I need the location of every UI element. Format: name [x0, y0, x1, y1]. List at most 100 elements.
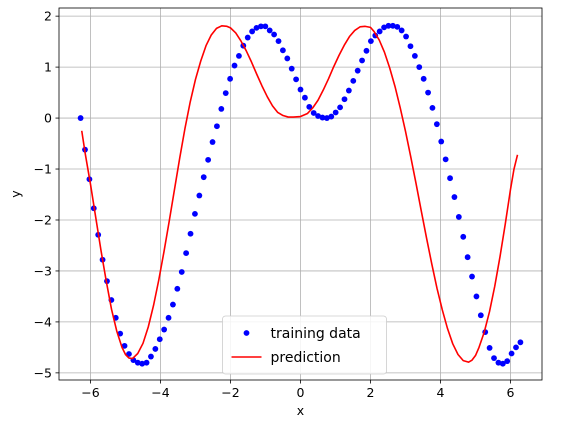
training-data-point — [134, 359, 141, 366]
training-data-point — [214, 123, 220, 130]
training-data-point — [143, 359, 150, 366]
y-tick-label: 2 — [44, 9, 52, 24]
training-data-point — [174, 285, 181, 292]
training-data-point — [345, 87, 352, 94]
training-data-point — [389, 22, 396, 29]
training-data-point — [258, 23, 264, 30]
training-data-point — [328, 113, 335, 120]
x-tick-label: −2 — [221, 385, 239, 400]
training-data-point — [433, 121, 440, 128]
training-data-point — [192, 210, 198, 217]
training-data-point — [350, 77, 357, 84]
training-data-point — [367, 38, 374, 45]
prediction-line — [80, 25, 519, 363]
training-data-point — [249, 28, 256, 35]
training-data-point — [222, 90, 229, 97]
training-data-point — [187, 230, 194, 237]
training-data-point — [315, 113, 322, 119]
training-data-point — [363, 47, 370, 54]
training-data-point — [517, 339, 524, 346]
x-axis-label: x — [297, 403, 304, 418]
training-data-point — [504, 358, 511, 365]
training-data-point — [275, 38, 282, 45]
training-data-point — [513, 344, 519, 351]
training-data-point — [486, 344, 493, 351]
training-data-point — [279, 47, 286, 54]
ticks: −6 −4 −2 0 2 4 6 −5 −4 −3 −2 −1 0 1 2 — [34, 9, 515, 400]
training-data-point — [148, 353, 154, 360]
x-tick-label: 0 — [297, 385, 305, 400]
training-data-point — [288, 65, 295, 72]
y-tick-label: −5 — [34, 365, 52, 380]
legend-marker-training-data — [243, 330, 250, 336]
training-data-point — [332, 109, 339, 116]
training-data-point — [447, 175, 453, 182]
training-data-point — [183, 250, 190, 257]
training-data-point — [499, 360, 506, 367]
training-data-point — [170, 301, 176, 308]
training-data-point — [508, 350, 515, 357]
training-data-point — [244, 34, 251, 41]
training-data-series — [77, 22, 524, 367]
training-data-point — [139, 360, 146, 367]
training-data-point — [376, 28, 383, 35]
training-data-point — [310, 110, 317, 116]
training-data-point — [161, 326, 168, 333]
training-data-point — [293, 76, 299, 83]
legend-label: prediction — [271, 350, 341, 366]
y-tick-label: 1 — [44, 60, 52, 75]
training-data-point — [477, 312, 484, 319]
training-data-point — [236, 53, 242, 59]
training-data-point — [473, 293, 480, 300]
training-data-point — [156, 336, 163, 343]
y-tick-label: −2 — [34, 212, 52, 227]
training-data-point — [359, 57, 365, 64]
grid — [59, 8, 542, 380]
training-data-point — [381, 24, 387, 31]
training-data-point — [411, 53, 418, 59]
training-data-point — [262, 23, 269, 30]
legend: training data prediction — [222, 315, 387, 375]
training-data-point — [253, 24, 260, 31]
training-data-point — [196, 192, 203, 199]
training-data-point — [284, 55, 291, 62]
training-data-point — [491, 355, 497, 361]
training-data-point — [429, 104, 436, 111]
training-data-point — [394, 23, 401, 30]
training-data-point — [231, 62, 238, 69]
y-tick-label: −1 — [34, 162, 52, 177]
training-data-point — [165, 314, 172, 321]
training-data-point — [460, 233, 467, 240]
training-data-point — [354, 67, 361, 74]
training-data-point — [442, 156, 449, 163]
y-tick-label: −3 — [34, 263, 52, 278]
training-data-point — [403, 33, 409, 40]
training-data-point — [266, 27, 273, 34]
plot-series — [77, 22, 524, 367]
training-data-point — [271, 31, 278, 38]
training-data-point — [341, 96, 348, 103]
training-data-point — [438, 138, 445, 145]
legend-box — [222, 315, 387, 375]
x-tick-label: 2 — [367, 385, 375, 400]
training-data-point — [416, 64, 423, 71]
training-data-point — [425, 89, 431, 96]
training-data-point — [152, 346, 159, 352]
training-data-point — [337, 104, 343, 111]
y-axis-label: y — [8, 190, 23, 198]
x-tick-label: 6 — [507, 385, 515, 400]
training-data-point — [178, 269, 185, 275]
training-data-point — [319, 114, 326, 121]
legend-label: training data — [271, 326, 361, 342]
training-data-point — [200, 174, 207, 181]
training-data-point — [77, 115, 84, 121]
training-data-point — [455, 214, 462, 220]
x-tick-label: −4 — [151, 385, 169, 400]
y-tick-label: −4 — [34, 314, 52, 329]
training-data-point — [205, 156, 212, 163]
training-data-point — [495, 359, 502, 366]
training-data-point — [306, 103, 313, 110]
y-tick-label: 0 — [44, 111, 52, 126]
training-data-point — [209, 139, 216, 145]
